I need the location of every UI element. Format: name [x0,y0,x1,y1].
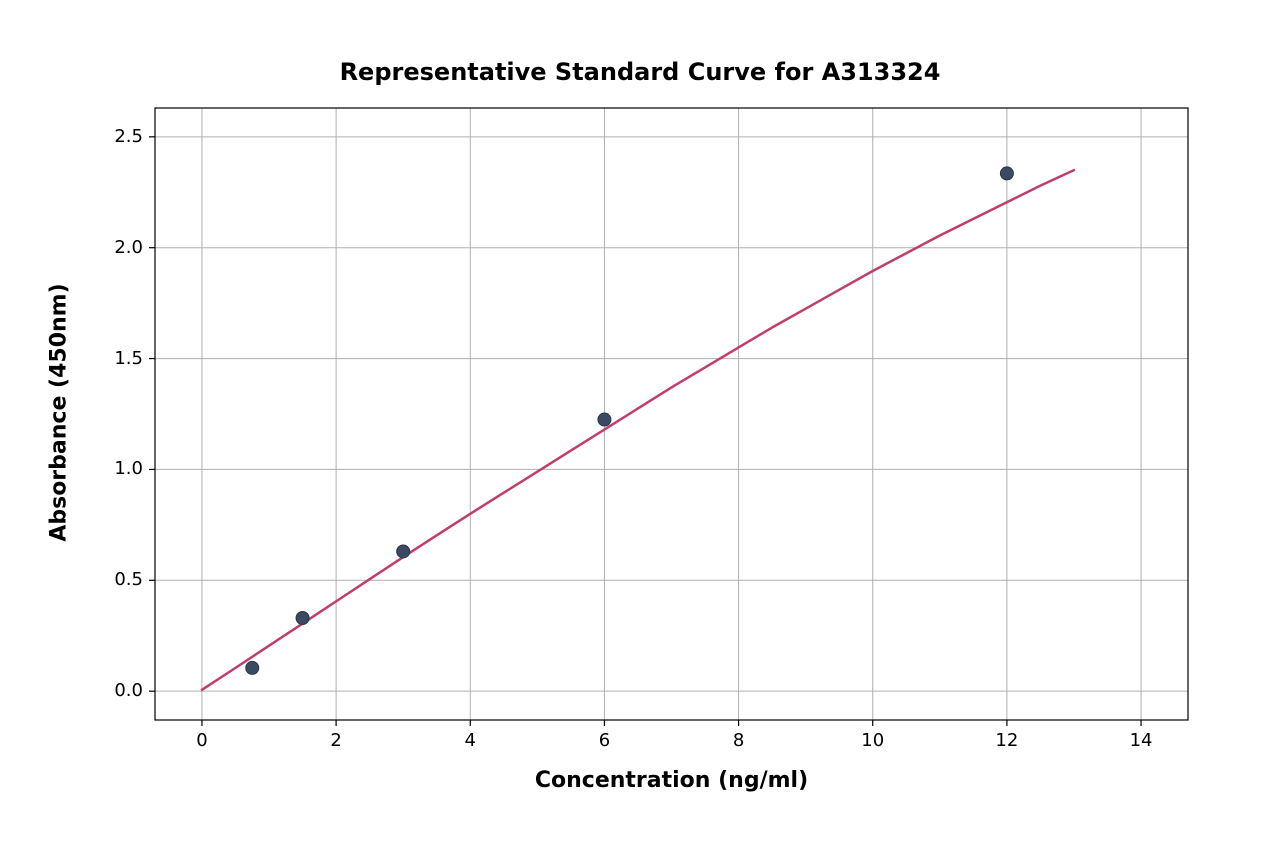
y-tick-label: 2.5 [114,126,143,147]
x-tick-label: 6 [584,730,624,751]
data-point [246,661,259,674]
y-tick-label: 2.0 [114,237,143,258]
y-tick-label: 0.0 [114,680,143,701]
x-tick-label: 2 [316,730,356,751]
y-tick-label: 1.0 [114,458,143,479]
data-point [296,612,309,625]
y-tick-label: 0.5 [114,569,143,590]
y-axis-label: Absorbance (450nm) [47,107,72,719]
x-tick-label: 8 [719,730,759,751]
x-tick-label: 4 [450,730,490,751]
chart-container: Representative Standard Curve for A31332… [0,0,1280,845]
data-point [397,545,410,558]
y-tick-label: 1.5 [114,348,143,369]
x-axis-label: Concentration (ng/ml) [155,768,1188,793]
x-tick-label: 12 [987,730,1027,751]
x-tick-label: 10 [853,730,893,751]
chart-svg [0,0,1280,845]
plot-border [155,108,1188,720]
data-point [598,413,611,426]
x-tick-label: 14 [1121,730,1161,751]
data-point [1000,167,1013,180]
x-tick-label: 0 [182,730,222,751]
